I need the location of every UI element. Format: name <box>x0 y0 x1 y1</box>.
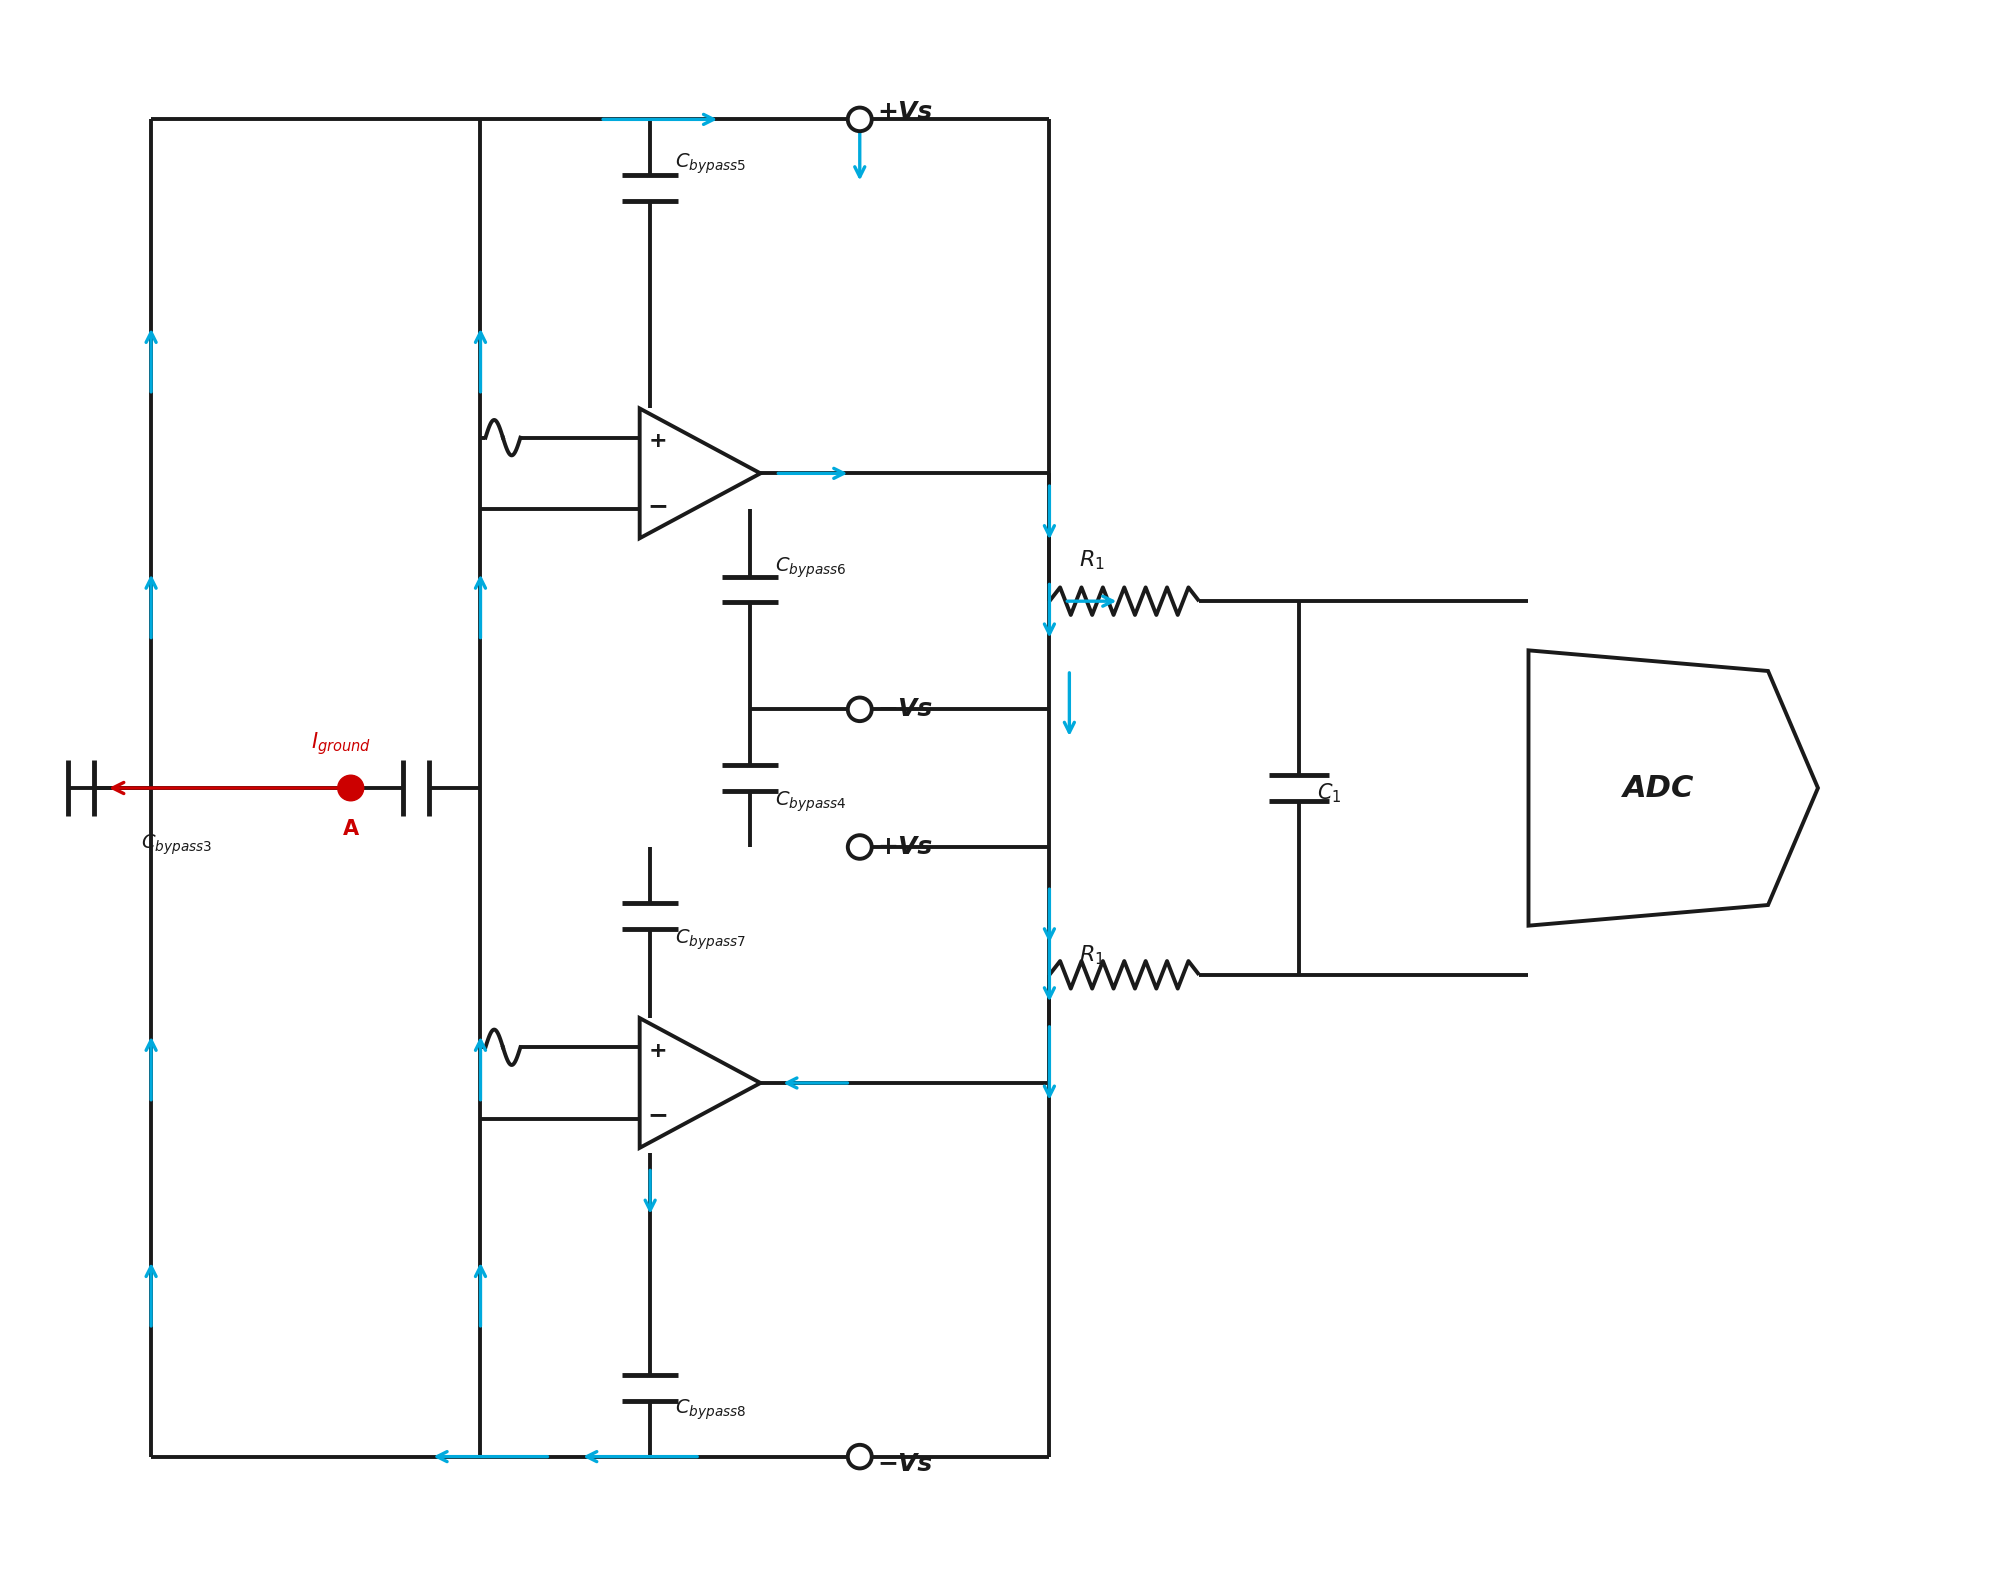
Text: $\mathit{C_1}$: $\mathit{C_1}$ <box>1317 782 1341 805</box>
Text: $\mathit{C}_{\mathit{bypass3}}$: $\mathit{C}_{\mathit{bypass3}}$ <box>142 832 212 857</box>
Text: −: − <box>647 1103 667 1127</box>
Circle shape <box>847 698 871 722</box>
Text: A: A <box>342 820 358 840</box>
Text: +: + <box>647 430 667 451</box>
Circle shape <box>338 775 364 801</box>
Text: −Vs: −Vs <box>877 697 933 722</box>
Text: $\mathit{C}_{\mathit{bypass7}}$: $\mathit{C}_{\mathit{bypass7}}$ <box>675 928 745 952</box>
Text: −Vs: −Vs <box>877 1453 933 1477</box>
Text: $\mathit{C}_{\mathit{bypass4}}$: $\mathit{C}_{\mathit{bypass4}}$ <box>775 790 845 815</box>
Text: $\mathit{R_1}$: $\mathit{R_1}$ <box>1079 548 1105 572</box>
Text: −: − <box>647 493 667 519</box>
Text: $\mathit{C}_{\mathit{bypass8}}$: $\mathit{C}_{\mathit{bypass8}}$ <box>675 1398 745 1422</box>
Text: $\mathit{C}_{\mathit{bypass6}}$: $\mathit{C}_{\mathit{bypass6}}$ <box>775 555 845 580</box>
Circle shape <box>847 107 871 131</box>
Circle shape <box>847 835 871 859</box>
Text: +Vs: +Vs <box>877 99 933 123</box>
Text: $\mathit{I_{ground}}$: $\mathit{I_{ground}}$ <box>310 730 372 756</box>
Text: +Vs: +Vs <box>877 835 933 859</box>
Text: $\mathit{C}_{\mathit{bypass5}}$: $\mathit{C}_{\mathit{bypass5}}$ <box>675 151 745 177</box>
Text: $\mathit{R_1}$: $\mathit{R_1}$ <box>1079 944 1105 968</box>
Text: ADC: ADC <box>1622 774 1692 802</box>
Text: +: + <box>647 1040 667 1061</box>
Circle shape <box>847 1445 871 1469</box>
